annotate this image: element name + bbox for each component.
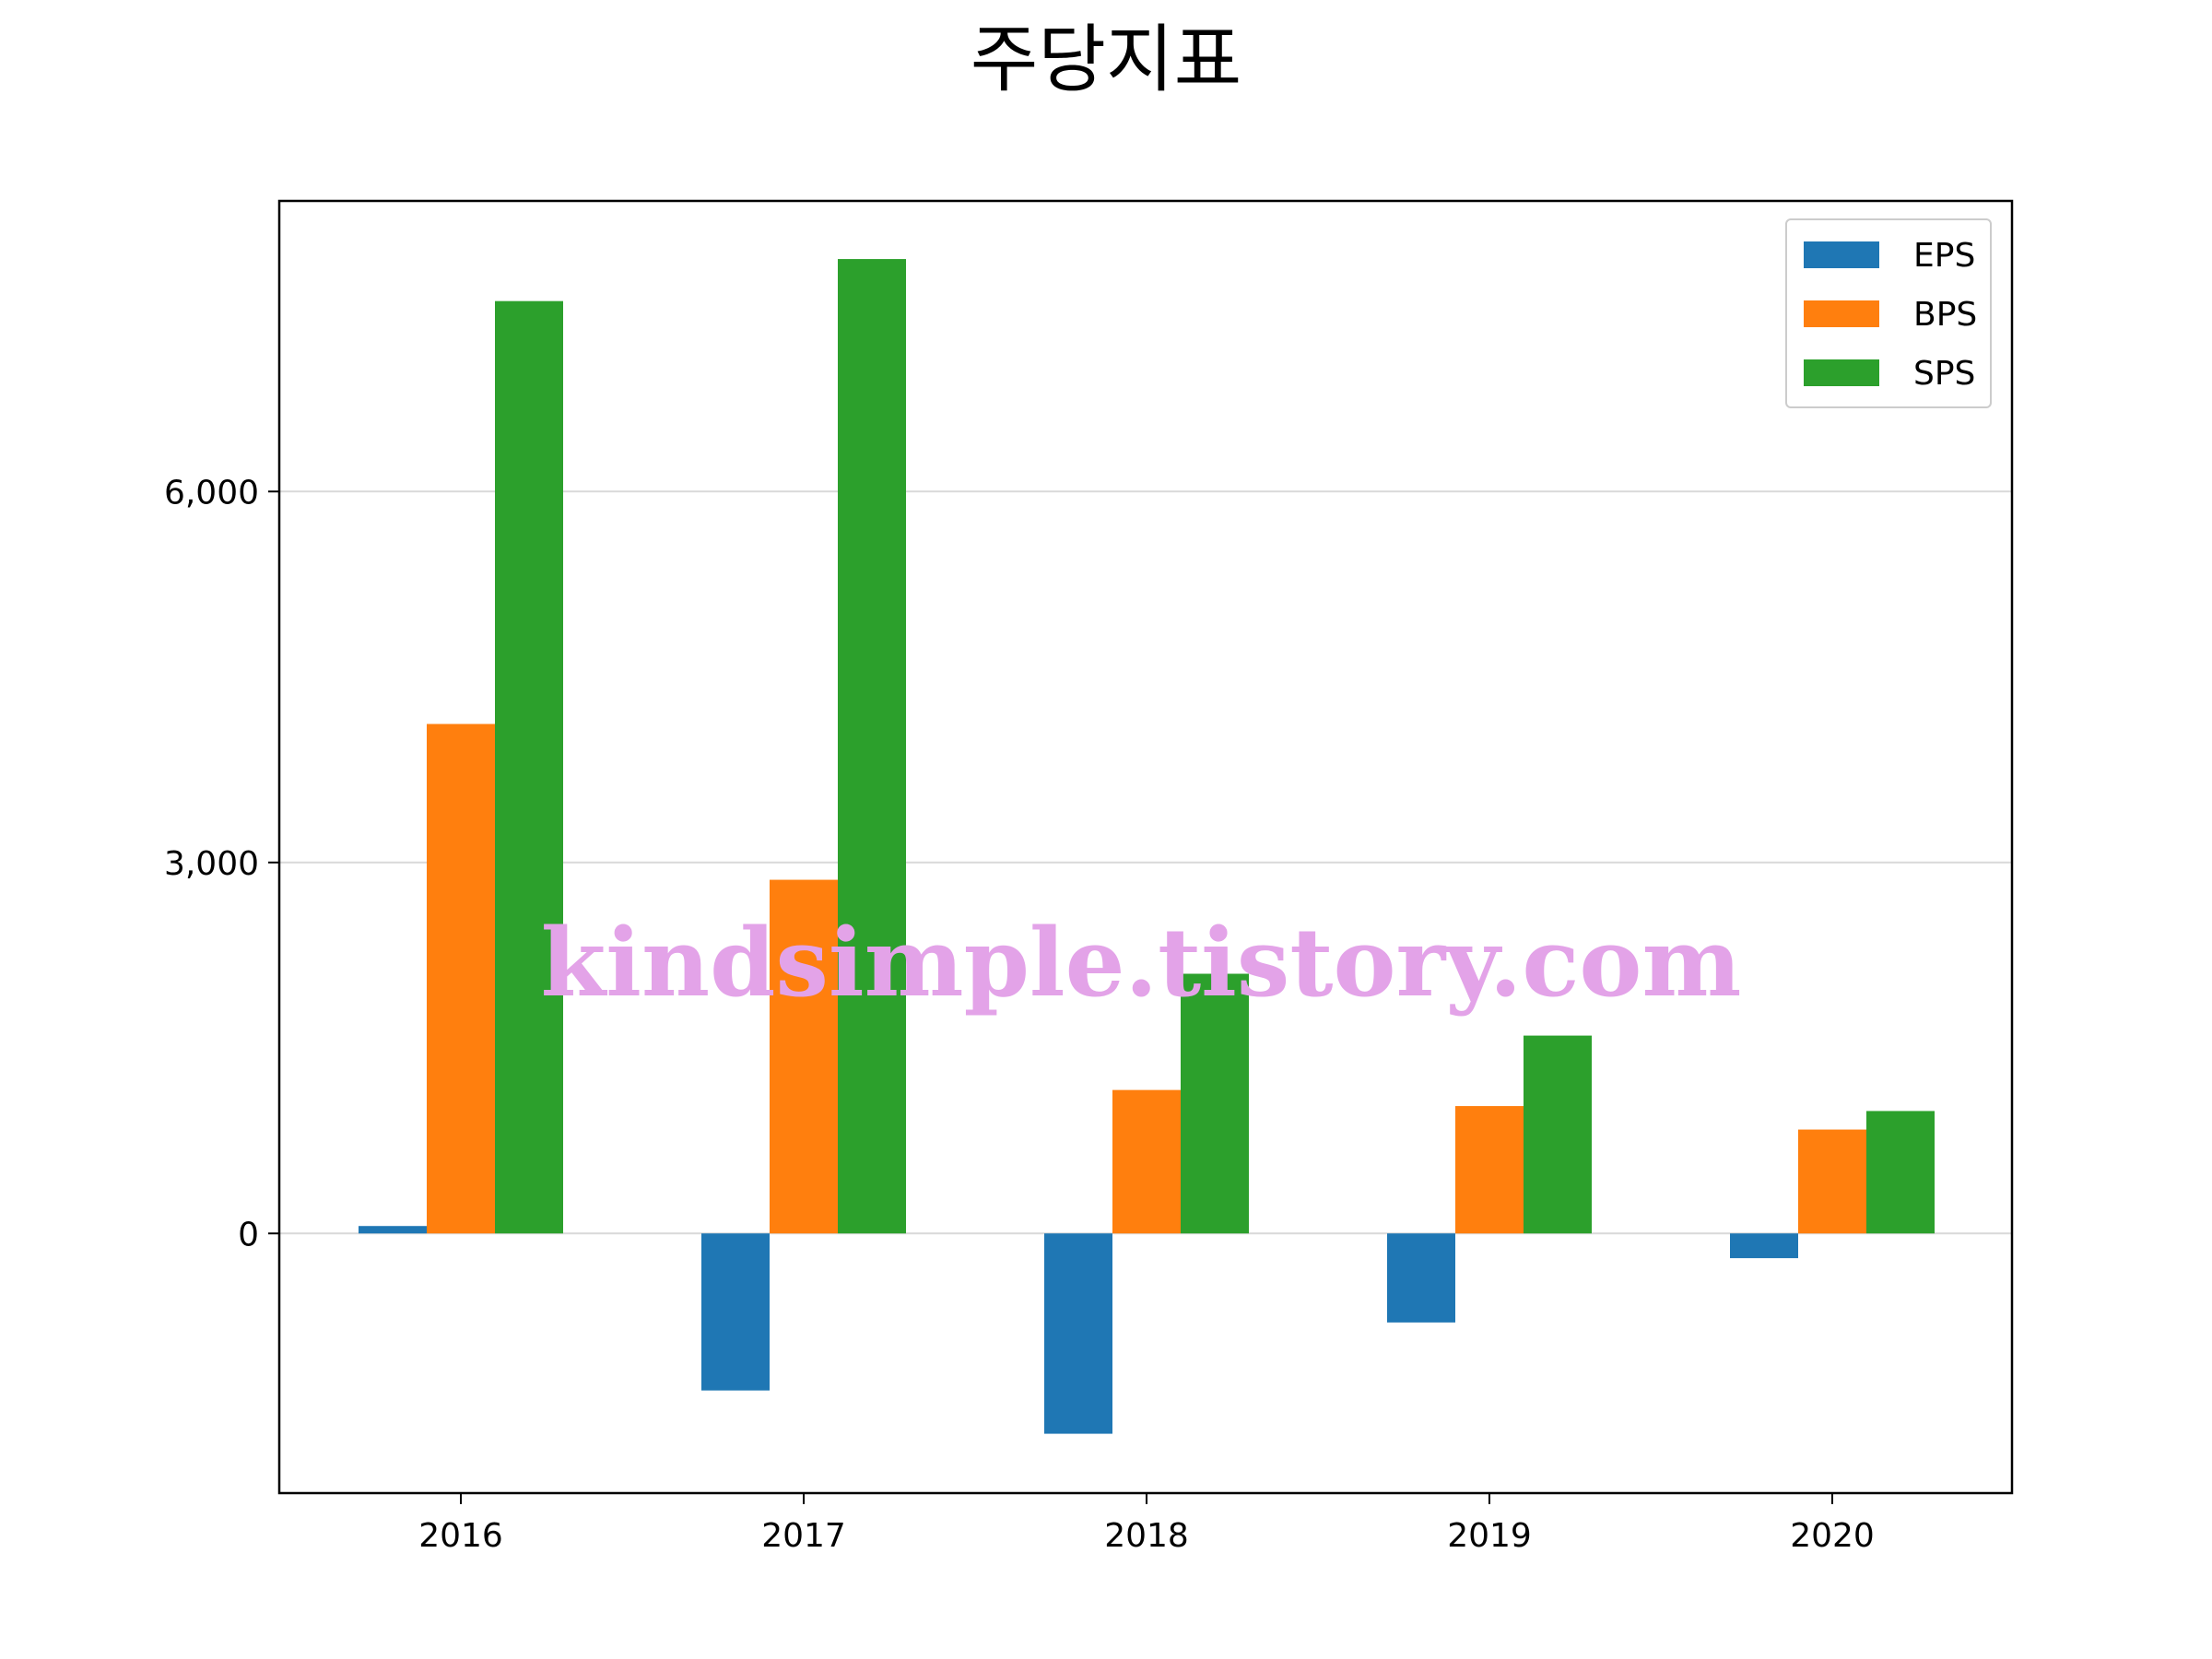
bar-sps-2019 [1524, 1035, 1592, 1234]
legend-label-sps: SPS [1913, 355, 1975, 393]
y-tick-label: 3,000 [164, 845, 259, 883]
gridlines [279, 490, 2012, 1235]
bars [359, 259, 1935, 1434]
x-tick-label: 2019 [1447, 1517, 1532, 1555]
bar-eps-2016 [359, 1226, 427, 1234]
bar-sps-2017 [838, 259, 906, 1234]
x-tick-label: 2018 [1104, 1517, 1189, 1555]
plot-frame [277, 199, 2014, 1495]
x-tick-label: 2020 [1790, 1517, 1875, 1555]
bar-bps-2019 [1455, 1106, 1524, 1234]
axes: 0 3,000 6,000 2016 2017 2018 2019 2020 [164, 199, 2014, 1555]
bar-sps-2016 [495, 300, 563, 1234]
legend-label-eps: EPS [1913, 237, 1975, 275]
legend: EPS BPS SPS [1785, 218, 1992, 408]
y-tick-label: 0 [238, 1216, 259, 1253]
legend-swatch-sps [1804, 359, 1879, 386]
watermark-text: kindsimple.tistory.com [541, 908, 1742, 1018]
bar-bps-2018 [1112, 1089, 1181, 1234]
bar-sps-2018 [1181, 973, 1249, 1234]
x-tick-label: 2016 [418, 1517, 503, 1555]
bar-eps-2017 [701, 1233, 770, 1391]
bar-sps-2020 [1866, 1111, 1935, 1234]
bar-eps-2019 [1387, 1233, 1455, 1323]
bar-eps-2018 [1044, 1233, 1112, 1434]
legend-swatch-bps [1804, 300, 1879, 327]
x-tick-label: 2017 [761, 1517, 846, 1555]
legend-label-bps: BPS [1913, 296, 1977, 334]
legend-swatch-eps [1804, 241, 1879, 268]
y-tick-label: 6,000 [164, 474, 259, 512]
bar-bps-2016 [427, 724, 495, 1234]
bar-bps-2017 [770, 879, 838, 1234]
bar-eps-2020 [1730, 1233, 1798, 1259]
bar-bps-2020 [1798, 1129, 1866, 1234]
chart-title: 주당지표 [971, 17, 1241, 102]
